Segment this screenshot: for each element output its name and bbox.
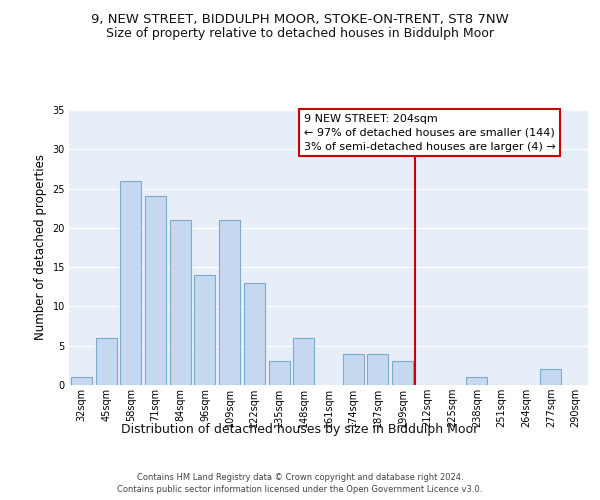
- Bar: [343, 354, 364, 385]
- Bar: [466, 377, 487, 385]
- Bar: [145, 196, 166, 385]
- Bar: [95, 338, 116, 385]
- Text: Size of property relative to detached houses in Biddulph Moor: Size of property relative to detached ho…: [106, 28, 494, 40]
- Bar: [541, 370, 562, 385]
- Y-axis label: Number of detached properties: Number of detached properties: [34, 154, 47, 340]
- Bar: [293, 338, 314, 385]
- Text: 9 NEW STREET: 204sqm
← 97% of detached houses are smaller (144)
3% of semi-detac: 9 NEW STREET: 204sqm ← 97% of detached h…: [304, 114, 556, 152]
- Bar: [392, 362, 413, 385]
- Bar: [194, 275, 215, 385]
- Bar: [71, 377, 92, 385]
- Bar: [170, 220, 191, 385]
- Text: Distribution of detached houses by size in Biddulph Moor: Distribution of detached houses by size …: [121, 422, 479, 436]
- Bar: [367, 354, 388, 385]
- Bar: [244, 283, 265, 385]
- Bar: [269, 362, 290, 385]
- Text: 9, NEW STREET, BIDDULPH MOOR, STOKE-ON-TRENT, ST8 7NW: 9, NEW STREET, BIDDULPH MOOR, STOKE-ON-T…: [91, 12, 509, 26]
- Text: Contains HM Land Registry data © Crown copyright and database right 2024.
Contai: Contains HM Land Registry data © Crown c…: [118, 472, 482, 494]
- Bar: [219, 220, 240, 385]
- Bar: [120, 180, 141, 385]
